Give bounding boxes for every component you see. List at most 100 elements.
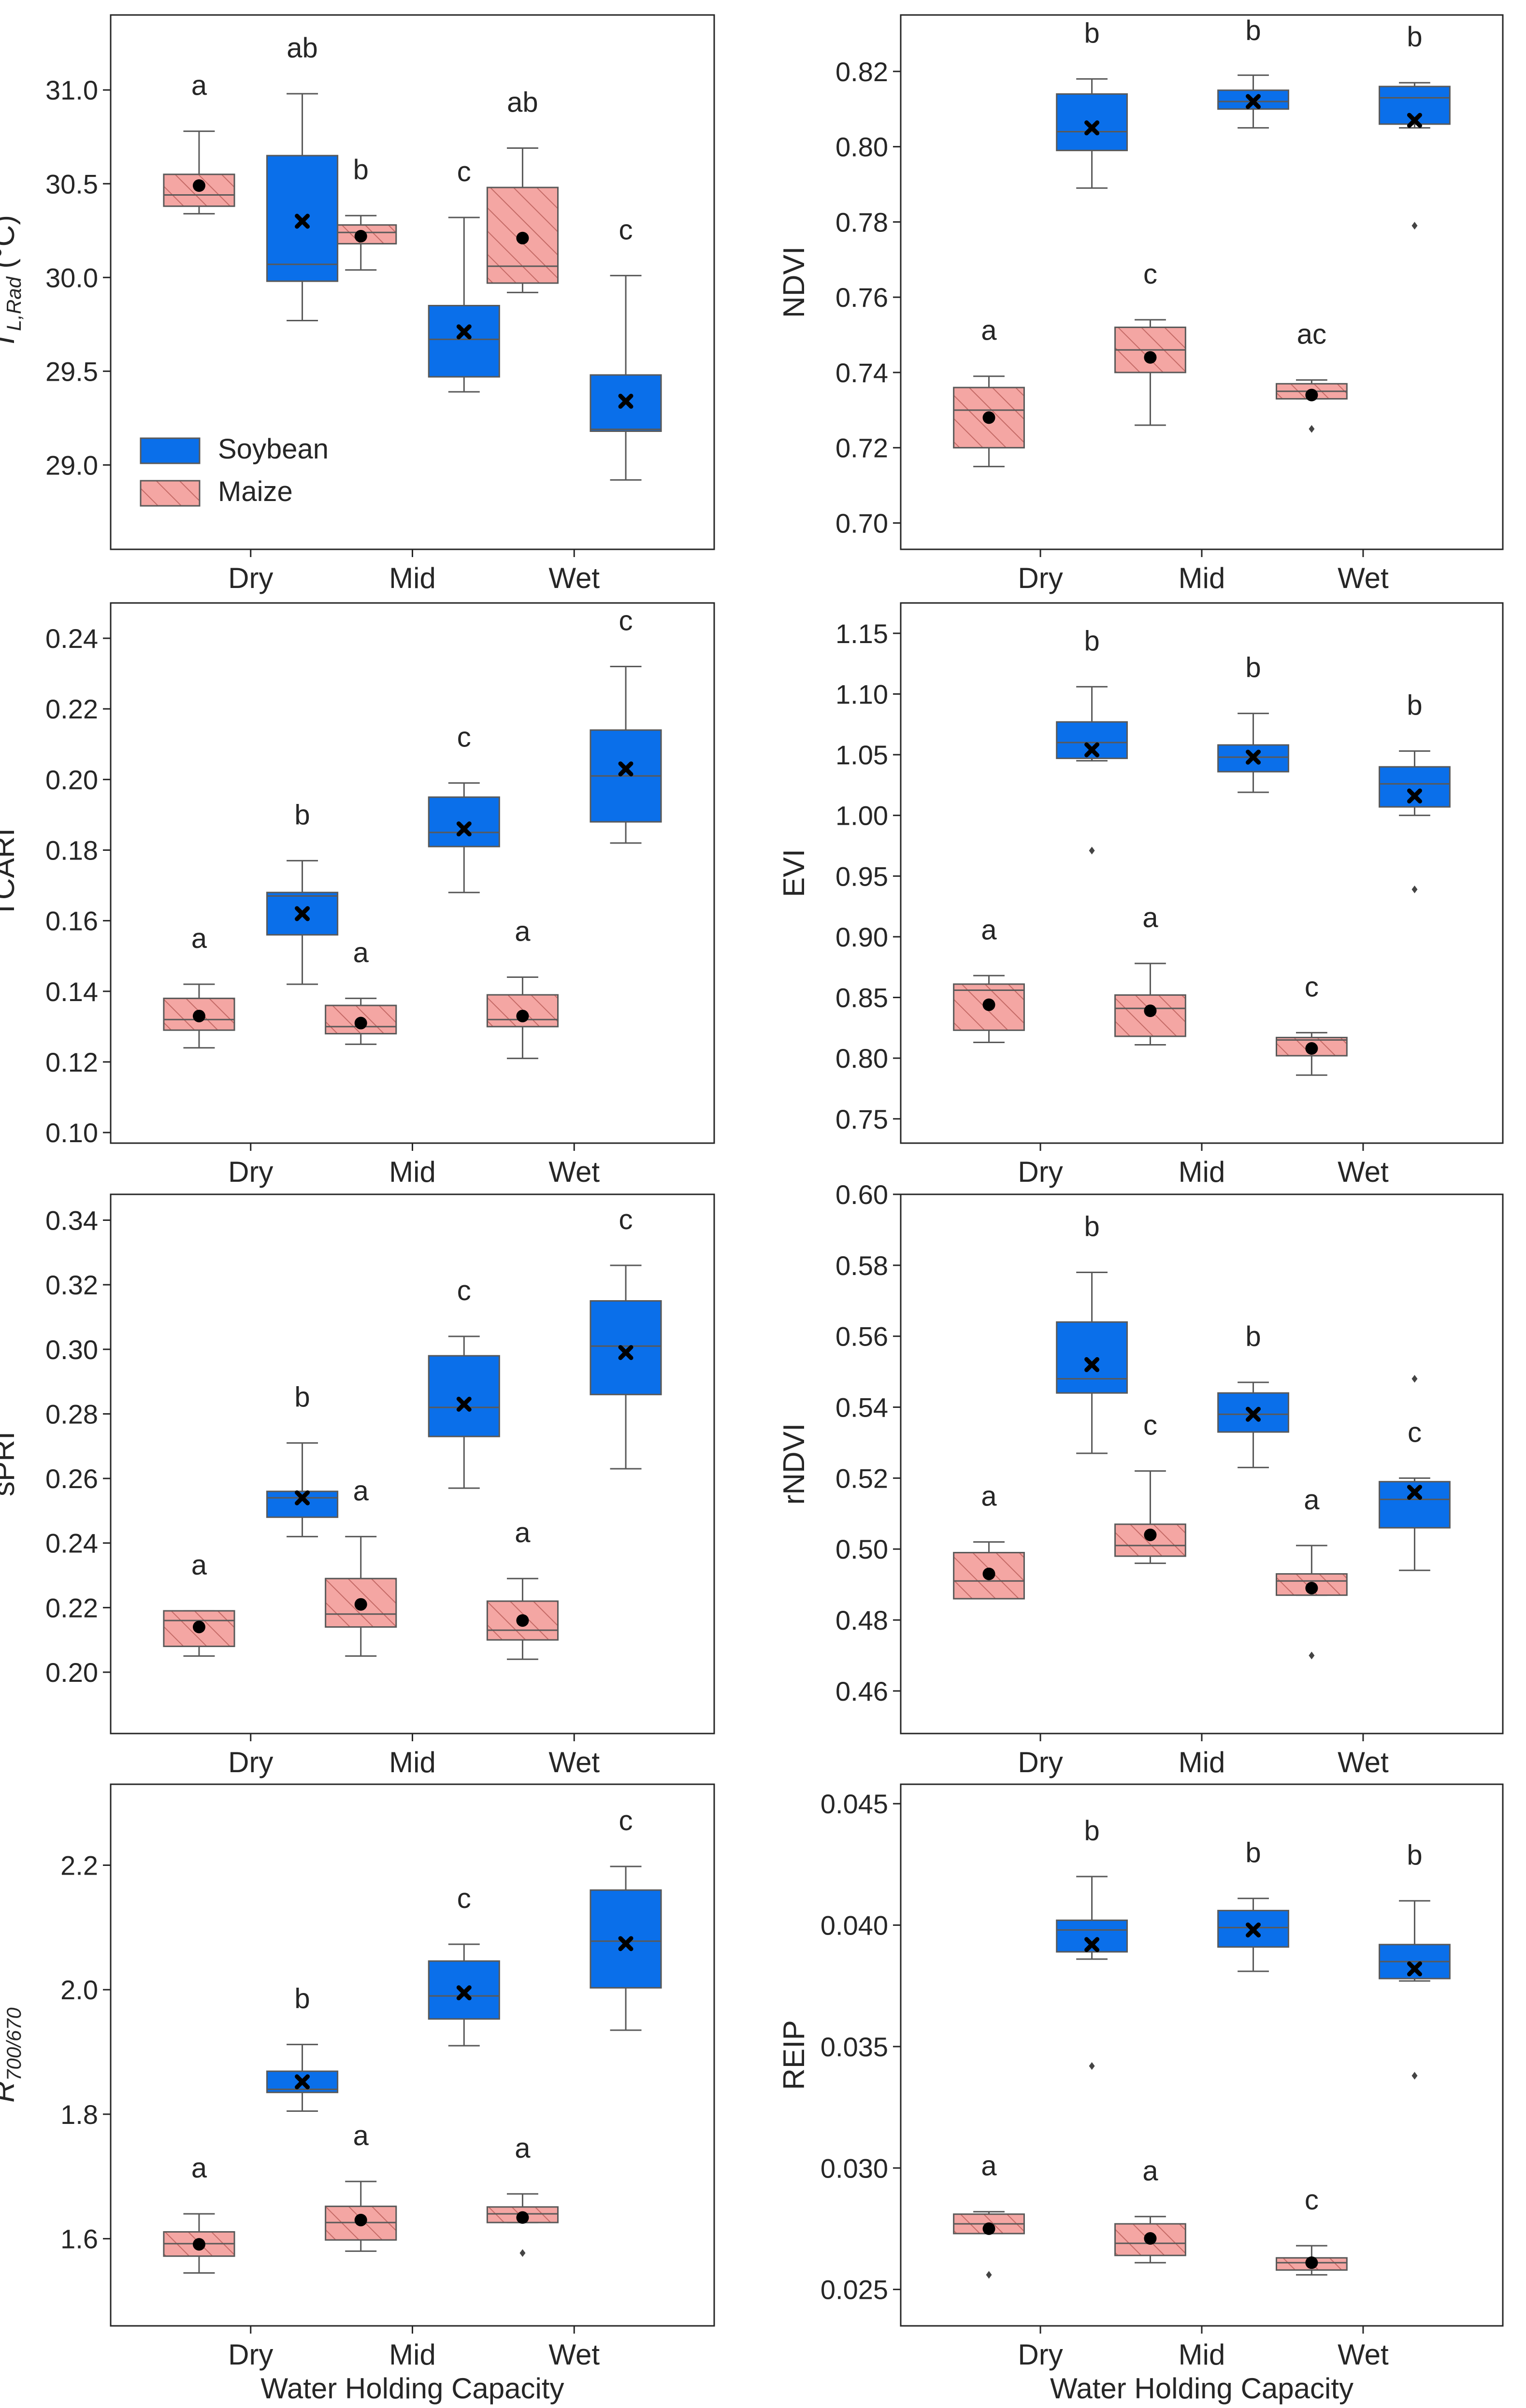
y-tick-label: 1.8 [60, 2099, 98, 2130]
significance-letter: b [353, 154, 369, 186]
outlier-marker [1309, 425, 1315, 433]
x-tick-label-mid: Mid [1179, 1156, 1225, 1188]
outlier-marker [1089, 846, 1095, 855]
mean-marker [1305, 1042, 1318, 1055]
significance-letter: b [1245, 15, 1261, 46]
mean-marker [456, 324, 472, 340]
y-tick-label: 0.10 [45, 1118, 98, 1148]
y-axis-label: R700/670 [0, 2007, 25, 2103]
y-tick-label: 0.82 [835, 57, 888, 87]
y-tick-label: 0.74 [835, 358, 888, 388]
mean-marker [1084, 1937, 1100, 1952]
y-axis-label-sub: 700/670 [2, 2007, 25, 2081]
x-tick-label-dry: Dry [228, 2338, 273, 2371]
maize-box-dry: a [163, 70, 235, 215]
mean-marker [1407, 788, 1422, 803]
maize-box-mid: a [325, 937, 397, 1045]
y-tick-label: 0.24 [45, 1528, 98, 1559]
y-tick-label: 0.78 [835, 207, 888, 237]
significance-letter: a [353, 937, 369, 968]
significance-letter: a [515, 916, 531, 947]
soybean-box-mid: c [428, 1275, 500, 1489]
box-iqr [266, 1491, 339, 1518]
y-tick-label: 0.030 [821, 2153, 888, 2183]
soybean-box-dry: b [1056, 1815, 1128, 2070]
x-tick-label-dry: Dry [1018, 1156, 1063, 1188]
significance-letter: a [191, 70, 207, 101]
outlier-marker [1309, 1651, 1315, 1660]
mean-marker [192, 1009, 205, 1022]
soybean-box-mid: b [1217, 15, 1289, 129]
maize-box-wet: ac [1276, 319, 1348, 433]
x-tick-label-wet: Wet [1338, 1746, 1389, 1778]
mean-marker [1305, 388, 1318, 401]
soybean-box-wet: c [590, 1805, 662, 2031]
soybean-box-wet: b [1379, 1839, 1451, 2080]
significance-letter: a [1142, 902, 1158, 933]
y-tick-label: 2.2 [60, 1850, 98, 1881]
maize-box-dry: a [163, 2152, 235, 2274]
mean-marker [1144, 2232, 1157, 2245]
significance-letter: b [294, 799, 310, 831]
y-tick-label: 31.0 [45, 75, 98, 105]
significance-letter: c [457, 1275, 471, 1306]
maize-box-mid: c [1114, 1410, 1186, 1564]
y-tick-label: 0.52 [835, 1463, 888, 1493]
y-tick-label: 0.90 [835, 922, 888, 952]
significance-letter: ab [287, 32, 318, 64]
y-tick-label: 0.12 [45, 1047, 98, 1077]
outlier-marker [1089, 2062, 1095, 2070]
x-tick-label-wet: Wet [548, 2338, 600, 2371]
mean-marker [516, 1009, 529, 1022]
y-tick-label: 0.30 [45, 1334, 98, 1365]
y-tick-label: 0.85 [835, 983, 888, 1013]
legend-swatch-soybean [140, 437, 201, 464]
mean-marker [1144, 1528, 1157, 1541]
mean-marker [295, 214, 310, 229]
y-tick-label: 2.0 [60, 1975, 98, 2005]
significance-letter: a [981, 914, 997, 946]
y-tick-label: 0.60 [835, 1179, 888, 1210]
x-axis-label: Water Holding Capacity [260, 2372, 564, 2405]
panel-1: 0.70 0.72 0.74 0.76 0.78 0.80 0.82 Dry Mid Wet NDV… [777, 14, 1504, 594]
soybean-box-mid: b [1217, 1321, 1289, 1468]
y-tick-label: 0.76 [835, 282, 888, 313]
mean-marker [456, 1985, 472, 2001]
significance-letter: a [981, 2150, 997, 2182]
y-tick-label: 0.50 [835, 1534, 888, 1564]
significance-letter: b [1245, 652, 1261, 684]
significance-letter: a [981, 1481, 997, 1512]
mean-marker [354, 1598, 367, 1611]
legend-label-soybean: Soybean [218, 433, 329, 465]
y-tick-label: 0.045 [821, 1789, 888, 1819]
maize-box-mid: c [1114, 258, 1186, 426]
mean-marker [516, 231, 529, 244]
soybean-box-dry: b [266, 799, 339, 985]
y-tick-label: 0.18 [45, 835, 98, 866]
significance-letter: b [1084, 17, 1099, 49]
y-tick-label: 0.54 [835, 1392, 888, 1423]
y-tick-label: 0.70 [835, 508, 888, 538]
y-tick-label: 0.58 [835, 1250, 888, 1281]
mean-marker [1305, 1581, 1318, 1594]
y-axis-label-main: T [0, 329, 21, 349]
maize-box-wet: c [1276, 2184, 1348, 2276]
significance-letter: c [1143, 258, 1157, 290]
mean-marker [1144, 351, 1157, 364]
significance-letter: b [1084, 1815, 1099, 1847]
y-tick-label: 0.14 [45, 976, 98, 1007]
y-tick-label: 29.5 [45, 356, 98, 387]
y-tick-label: 0.025 [821, 2275, 888, 2305]
significance-letter: ac [1297, 319, 1326, 350]
maize-box-wet: ab [486, 87, 559, 293]
soybean-box-wet: c [590, 214, 662, 481]
box-iqr [163, 997, 235, 1031]
mean-marker [354, 2213, 367, 2226]
significance-letter: c [457, 1883, 471, 1914]
y-tick-label: 0.80 [835, 1043, 888, 1074]
significance-letter: a [191, 923, 207, 954]
significance-letter: b [294, 1983, 310, 2015]
mean-marker [1246, 1922, 1261, 1938]
mean-marker [456, 821, 472, 837]
